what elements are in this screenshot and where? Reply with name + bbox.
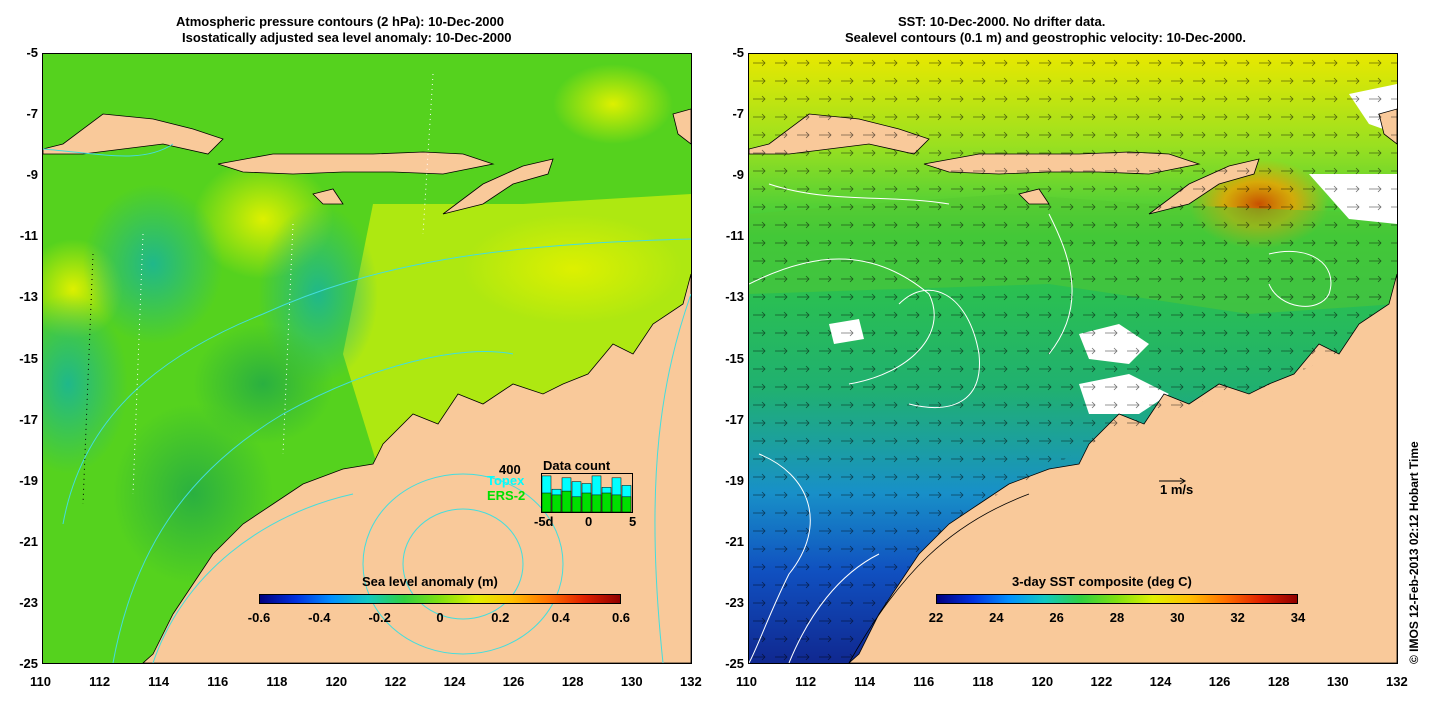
left-x-tick: 112 [89, 674, 111, 689]
right-colorbar [936, 594, 1298, 604]
data-count-title: Data count [543, 458, 611, 473]
ers2-bar [611, 494, 622, 513]
right-x-tick: 128 [1267, 674, 1290, 689]
left-y-tick: -9 [26, 167, 38, 183]
colorbar-tick-label: 28 [1109, 610, 1125, 625]
colorbar-tick-label: -0.2 [368, 610, 391, 625]
left-map-svg [43, 54, 691, 663]
left-title-line1: Atmospheric pressure contours (2 hPa): 1… [176, 14, 504, 29]
colorbar-tick-label: 30 [1170, 610, 1185, 625]
left-y-tick: -21 [19, 533, 38, 549]
right-y-tick: -13 [725, 289, 744, 305]
right-map-svg [749, 54, 1397, 663]
colorbar-tick-label: -0.4 [308, 610, 331, 625]
colorbar-tick-label: -0.6 [247, 610, 271, 625]
ers2-bar [561, 490, 572, 513]
data-count-xtick-0: -5d [534, 514, 554, 529]
right-y-tick: -21 [725, 533, 744, 549]
colorbar-tick-label: 26 [1049, 610, 1064, 625]
left-x-tick: 122 [384, 674, 407, 689]
left-y-tick: -25 [19, 656, 38, 671]
left-x-tick: 126 [502, 674, 525, 689]
ers2-bar [591, 494, 602, 513]
right-y-tick: -15 [725, 350, 744, 366]
velocity-scale-label: 1 m/s [1160, 482, 1194, 497]
ers2-bar [581, 492, 592, 513]
right-x-tick: 116 [913, 674, 935, 689]
data-count-xtick-1: 0 [585, 514, 593, 529]
left-x-tick: 118 [266, 674, 288, 689]
right-x-tick: 132 [1386, 674, 1408, 689]
right-x-tick: 126 [1208, 674, 1231, 689]
ers2-bar [541, 492, 552, 513]
colorbar-tick-label: 24 [989, 610, 1004, 625]
left-y-tick: -15 [19, 350, 38, 366]
left-x-tick: 120 [325, 674, 348, 689]
ers2-bar [551, 494, 562, 513]
credit-text: © IMOS 12-Feb-2013 02:12 Hobart Time [1407, 441, 1421, 664]
left-y-tick: -13 [19, 289, 38, 305]
right-y-tick: -19 [725, 472, 744, 488]
right-y-tick: -7 [732, 106, 744, 122]
colorbar-tick-label: 34 [1290, 610, 1306, 625]
colorbar-tick-label: 0.6 [611, 610, 631, 625]
left-y-tick: -19 [19, 472, 38, 488]
right-x-tick: 114 [854, 674, 876, 689]
left-x-tick: 114 [148, 674, 170, 689]
left-x-tick: 128 [561, 674, 584, 689]
right-y-tick: -25 [725, 656, 744, 671]
ers2-bar [621, 496, 632, 513]
data-count-series-topex: Topex [487, 473, 525, 488]
left-x-tick: 110 [30, 674, 51, 689]
left-x-tick: 124 [443, 674, 466, 689]
left-x-tick: 132 [680, 674, 702, 689]
right-x-tick: 130 [1326, 674, 1349, 689]
colorbar-tick-label: 0.2 [491, 610, 510, 625]
right-y-tick: -17 [725, 411, 744, 427]
right-title-line2: Sealevel contours (0.1 m) and geostrophi… [845, 30, 1246, 45]
ers2-bar [601, 492, 612, 513]
right-y-tick: -9 [732, 167, 744, 183]
left-x-tick: 116 [207, 674, 229, 689]
right-y-tick: -23 [725, 594, 744, 610]
right-x-tick: 112 [795, 674, 817, 689]
left-y-tick: -7 [26, 106, 38, 122]
data-count-chart [541, 473, 633, 513]
data-count-max: 400 [499, 462, 521, 477]
right-x-tick: 124 [1149, 674, 1172, 689]
right-x-tick: 118 [972, 674, 994, 689]
colorbar-tick-label: 0.4 [551, 610, 570, 625]
right-y-tick: -5 [732, 45, 744, 60]
left-title-line2: Isostatically adjusted sea level anomaly… [182, 30, 512, 45]
left-map [42, 53, 692, 664]
left-y-tick: -23 [19, 594, 38, 610]
left-y-tick: -5 [26, 45, 38, 60]
colorbar-tick-label: 22 [928, 610, 944, 625]
left-colorbar-title: Sea level anomaly (m) [362, 574, 498, 589]
left-y-tick: -11 [19, 228, 38, 244]
right-x-tick: 120 [1031, 674, 1054, 689]
right-title-line1: SST: 10-Dec-2000. No drifter data. [898, 14, 1106, 29]
right-x-tick: 122 [1090, 674, 1113, 689]
right-map [748, 53, 1398, 664]
left-colorbar [259, 594, 621, 604]
colorbar-tick-label: 32 [1230, 610, 1245, 625]
right-colorbar-title: 3-day SST composite (deg C) [1012, 574, 1192, 589]
left-y-tick: -17 [19, 411, 38, 427]
colorbar-tick-label: 0 [436, 610, 444, 625]
data-count-xtick-2: 5 [629, 514, 637, 529]
data-count-series-ers2: ERS-2 [487, 488, 526, 503]
ers2-bar [571, 496, 582, 513]
left-x-tick: 130 [620, 674, 643, 689]
right-x-tick: 110 [736, 674, 757, 689]
right-y-tick: -11 [725, 228, 744, 244]
